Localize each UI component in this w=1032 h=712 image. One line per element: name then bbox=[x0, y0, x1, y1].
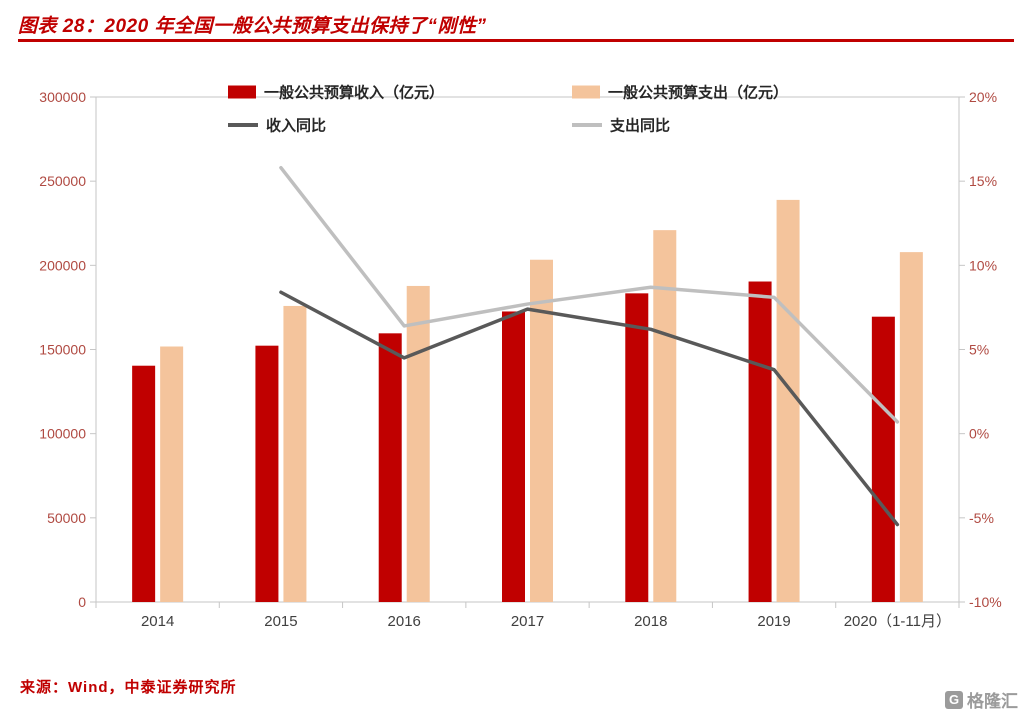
left-axis-label: 300000 bbox=[39, 89, 86, 105]
legend-label-revenue-bar: 一般公共预算收入（亿元） bbox=[264, 84, 444, 102]
expenditure-bar-2014 bbox=[160, 346, 184, 602]
revenue-bar-2019 bbox=[748, 281, 772, 602]
x-axis-category-label: 2019 bbox=[757, 613, 790, 630]
revenue-bar-2018 bbox=[625, 293, 649, 602]
gelonghui-logo-icon: G bbox=[945, 690, 963, 709]
x-axis-category-label: 2018 bbox=[634, 613, 667, 630]
figure-title: 图表 28：2020 年全国一般公共预算支出保持了“刚性” bbox=[18, 16, 487, 37]
right-axis-label: 10% bbox=[969, 257, 997, 273]
expenditure-bar-2015 bbox=[283, 305, 307, 602]
x-axis-category-label: 2016 bbox=[388, 613, 421, 630]
legend-swatch-expenditure-bar bbox=[572, 85, 600, 99]
expenditure-bar-2018 bbox=[653, 230, 677, 602]
revenue-bar-2014 bbox=[132, 365, 156, 602]
legend-label-revenue-yoy: 收入同比 bbox=[266, 117, 326, 135]
right-axis-label: 20% bbox=[969, 89, 997, 105]
plot-border bbox=[95, 96, 960, 603]
left-axis-label: 200000 bbox=[39, 257, 86, 273]
right-axis-label: 15% bbox=[969, 173, 997, 189]
legend-label-expenditure-bar: 一般公共预算支出（亿元） bbox=[608, 84, 788, 102]
revenue-yoy-line bbox=[279, 290, 900, 527]
x-axis-category-label: 2020（1-11月） bbox=[844, 613, 951, 630]
right-axis-label: -5% bbox=[969, 510, 994, 526]
x-axis-category-label: 2017 bbox=[511, 613, 544, 630]
expenditure-bar-2020（1-11月） bbox=[899, 252, 923, 602]
revenue-bar-2017 bbox=[502, 311, 525, 602]
expenditure-bar-2016 bbox=[406, 285, 430, 602]
expenditure-bar-2017 bbox=[530, 259, 553, 602]
left-axis-label: 150000 bbox=[39, 342, 86, 358]
legend-label-expenditure-yoy: 支出同比 bbox=[609, 117, 670, 135]
gelonghui-logo-text: 格隆汇 bbox=[967, 692, 1018, 711]
expenditure-bar-2019 bbox=[776, 199, 800, 602]
title-underline bbox=[18, 39, 1014, 42]
expenditure-yoy-line bbox=[279, 165, 900, 424]
left-axis-label: 50000 bbox=[47, 510, 86, 526]
left-axis-label: 0 bbox=[78, 594, 86, 610]
revenue-bar-2020（1-11月） bbox=[871, 316, 895, 602]
right-axis-label: -10% bbox=[969, 594, 1002, 610]
source-note: 来源：Wind，中泰证券研究所 bbox=[20, 679, 237, 696]
x-axis-category-label: 2015 bbox=[264, 613, 297, 630]
left-axis-label: 100000 bbox=[39, 426, 86, 442]
right-axis-label: 5% bbox=[969, 342, 989, 358]
gelonghui-logo: G 格隆汇 bbox=[945, 687, 1018, 712]
revenue-bar-2015 bbox=[255, 345, 279, 602]
x-axis-category-label: 2014 bbox=[141, 613, 174, 630]
left-axis-label: 250000 bbox=[39, 173, 86, 189]
legend-swatch-revenue-bar bbox=[228, 85, 256, 99]
right-axis-label: 0% bbox=[969, 426, 989, 442]
revenue-bar-2016 bbox=[378, 333, 402, 602]
